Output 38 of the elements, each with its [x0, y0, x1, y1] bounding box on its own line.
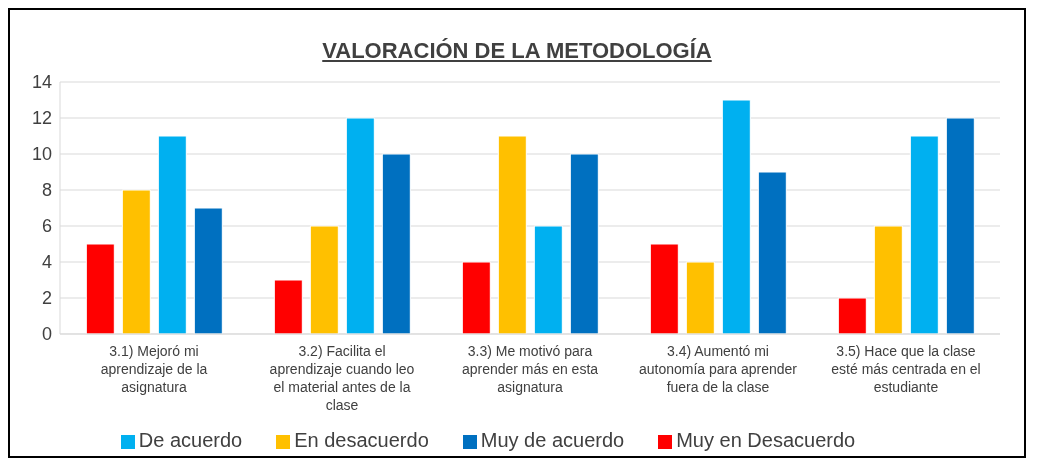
y-tick-label: 4: [41, 252, 52, 273]
bar: [685, 261, 715, 334]
legend-label: Muy de acuerdo: [480, 429, 625, 451]
bar: [381, 153, 411, 334]
y-tick-label: 0: [41, 324, 52, 345]
bar: [533, 225, 563, 334]
bar: [757, 171, 787, 334]
bar: [649, 243, 679, 334]
x-tick-label: 3.1) Mejoró mi aprendizaje de la asignatura: [100, 343, 208, 395]
bar: [157, 135, 187, 334]
y-tick-label: 10: [31, 144, 52, 165]
bar: [909, 135, 939, 334]
bar: [309, 225, 339, 334]
bar: [837, 297, 867, 334]
legend-label: En desacuerdo: [294, 429, 429, 451]
x-tick-label: 3.3) Me motivó para aprender más en esta asignatura: [461, 343, 599, 395]
bar: [345, 117, 375, 334]
bar: [569, 153, 599, 334]
bar: [121, 189, 151, 334]
x-tick-label: 3.4) Aumentó mi autonomía para aprender fuera de la clase: [639, 343, 798, 395]
bar: [85, 243, 115, 334]
y-tick-label: 8: [41, 180, 52, 201]
bar: [721, 99, 751, 334]
x-tick-label: 3.2) Facilita el aprendizaje cuando leo el material antes de la clase: [269, 343, 415, 413]
bar: [273, 279, 303, 334]
y-tick-label: 6: [41, 216, 52, 237]
bar: [193, 207, 223, 334]
y-tick-label: 2: [41, 288, 52, 309]
legend-label: Muy en Desacuerdo: [676, 429, 856, 451]
bar: [945, 117, 975, 334]
y-tick-label: 14: [31, 72, 52, 93]
chart-title: VALORACIÓN DE LA METODOLOGÍA: [321, 38, 713, 65]
bar: [873, 225, 903, 334]
bar: [461, 261, 491, 334]
y-tick-label: 12: [31, 108, 52, 129]
bar: [497, 135, 527, 334]
legend-label: De acuerdo: [138, 429, 243, 451]
x-tick-label: 3.5) Hace que la clase esté más centrada en el estudiante: [831, 343, 981, 395]
